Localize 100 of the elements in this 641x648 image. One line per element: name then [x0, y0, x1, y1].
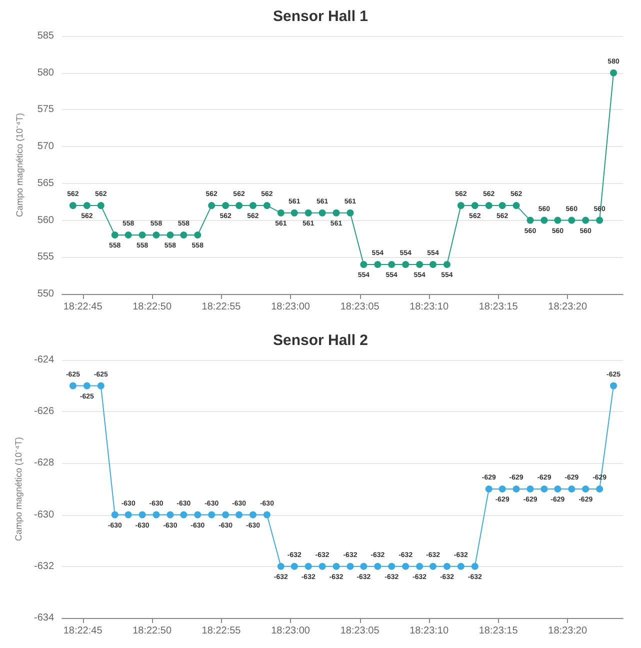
- point: [540, 486, 548, 492]
- point: [124, 511, 132, 518]
- x-tick-label: 18:22:50: [132, 302, 172, 312]
- point: [332, 209, 340, 216]
- x-tick-label: 18:23:15: [478, 626, 518, 636]
- point: [485, 486, 492, 492]
- point: [471, 562, 478, 570]
- point: [69, 202, 76, 210]
- point: [318, 562, 326, 570]
- y-tick-label: -628: [34, 458, 54, 469]
- point: [166, 511, 174, 518]
- x-tick-label: 18:23:10: [410, 626, 449, 636]
- point: [512, 202, 520, 210]
- chart-title: Sensor Hall 1: [272, 8, 368, 25]
- point: [498, 486, 506, 492]
- point: [249, 202, 256, 210]
- point: [194, 232, 202, 239]
- point: [180, 511, 188, 518]
- x-tick-label: 18:23:15: [478, 302, 518, 312]
- point: [416, 261, 424, 268]
- x-tick-label: 18:23:10: [410, 302, 449, 312]
- point: [152, 511, 160, 518]
- point: [360, 562, 368, 570]
- point: [83, 202, 90, 210]
- point: [596, 216, 604, 224]
- x-tick-label: 18:22:55: [202, 626, 242, 636]
- y-tick-label: 585: [37, 30, 54, 42]
- y-tick-label: 565: [37, 178, 54, 189]
- y-tick-label: 560: [37, 214, 54, 226]
- point: [152, 232, 160, 239]
- point: [263, 202, 270, 210]
- point: [457, 562, 464, 570]
- point: [249, 511, 256, 518]
- point: [332, 562, 340, 570]
- point: [124, 232, 132, 239]
- x-tick-label: 18:23:20: [548, 626, 588, 636]
- point: [277, 209, 284, 216]
- point: [582, 216, 590, 224]
- point: [304, 562, 312, 570]
- point: [138, 232, 146, 239]
- y-tick-label: 580: [37, 67, 54, 78]
- y-tick-label: 570: [37, 141, 54, 152]
- point: [443, 562, 450, 570]
- point: [180, 232, 188, 239]
- point: [402, 261, 410, 268]
- y-tick-label: -634: [34, 612, 54, 624]
- y-tick-label: -630: [34, 509, 54, 520]
- point: [208, 202, 216, 210]
- y-tick-label: -626: [34, 406, 54, 418]
- point: [430, 261, 437, 268]
- point: [568, 216, 576, 224]
- x-tick-label: 18:22:55: [202, 302, 242, 312]
- point: [498, 202, 506, 210]
- point: [388, 261, 396, 268]
- y-axis-title: Campo magnético (10⁻⁴T): [14, 437, 24, 541]
- point: [554, 216, 562, 224]
- point: [69, 382, 76, 390]
- x-tick-label: 18:22:45: [63, 302, 103, 312]
- x-tick-label: 18:22:50: [132, 626, 172, 636]
- point: [290, 209, 298, 216]
- point: [97, 382, 104, 390]
- x-tick-label: 18:22:45: [63, 626, 103, 636]
- point: [277, 562, 284, 570]
- y-tick-label: 555: [37, 252, 54, 263]
- point: [485, 202, 492, 210]
- point: [416, 562, 424, 570]
- point: [443, 261, 450, 268]
- point: [208, 511, 216, 518]
- x-tick-label: 18:23:05: [340, 302, 380, 312]
- point: [222, 202, 230, 210]
- point: [194, 511, 202, 518]
- y-tick-label: -624: [34, 354, 54, 366]
- x-tick-label: 18:23:00: [271, 626, 310, 636]
- point: [222, 511, 230, 518]
- point: [526, 486, 534, 492]
- point: [97, 202, 104, 210]
- point: [83, 382, 90, 390]
- point: [430, 562, 437, 570]
- point: [263, 511, 270, 518]
- point: [236, 511, 243, 518]
- point: [582, 486, 590, 492]
- point: [512, 486, 520, 492]
- x-tick-label: 18:23:20: [548, 302, 588, 312]
- point: [346, 562, 354, 570]
- point: [111, 232, 118, 239]
- y-tick-label: 550: [37, 288, 54, 300]
- point: [526, 216, 534, 224]
- x-tick-label: 18:23:00: [271, 302, 310, 312]
- point: [457, 202, 464, 210]
- point: [290, 562, 298, 570]
- point: [610, 382, 618, 390]
- point: [471, 202, 478, 210]
- y-tick-label: -632: [34, 560, 54, 572]
- point: [388, 562, 396, 570]
- point: [402, 562, 410, 570]
- point: [360, 261, 368, 268]
- point: [166, 232, 174, 239]
- y-axis-title: Campo magnético (10⁻⁴T): [14, 113, 24, 217]
- point: [568, 486, 576, 492]
- point: [540, 216, 548, 224]
